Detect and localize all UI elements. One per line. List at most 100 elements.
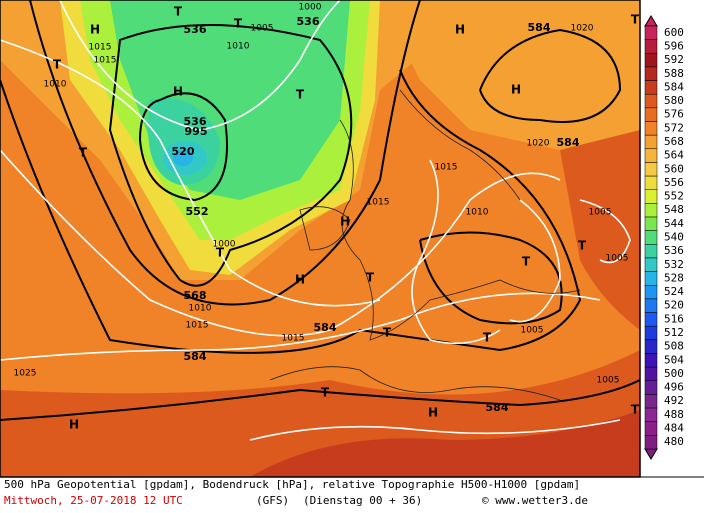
- colorbar-cell: [644, 216, 658, 231]
- map-label: 1025: [14, 369, 37, 379]
- colorbar-label: 532: [664, 258, 684, 271]
- colorbar-label: 560: [664, 162, 684, 175]
- map-label: H: [173, 85, 183, 99]
- colorbar-cell: [644, 189, 658, 204]
- map-label: 536: [297, 15, 320, 28]
- map-label: 1010: [466, 208, 489, 218]
- map-label: 1020: [527, 139, 550, 149]
- map-label: T: [522, 255, 531, 269]
- caption-run: (Dienstag 00 + 36): [303, 494, 422, 507]
- colorbar-cell: [644, 380, 658, 395]
- colorbar-cell: [644, 257, 658, 272]
- map-label: T: [631, 13, 640, 27]
- colorbar-cell: [644, 107, 658, 122]
- colorbar-label: 596: [664, 39, 684, 52]
- colorbar-cell: [644, 134, 658, 150]
- map-label: 1005: [251, 24, 274, 34]
- map-label: 1015: [367, 198, 390, 208]
- map-label: T: [578, 239, 587, 253]
- colorbar-cell: [644, 25, 658, 40]
- colorbar-label: 512: [664, 326, 684, 339]
- map-label: 1005: [597, 376, 620, 386]
- colorbar-cell: [644, 230, 658, 245]
- caption-line1: 500 hPa Geopotential [gpdam], Bodendruck…: [4, 478, 580, 491]
- map-label: 1010: [44, 80, 67, 90]
- map-label: 1015: [435, 163, 458, 173]
- map-label: 1000: [299, 3, 322, 13]
- colorbar-cell: [644, 66, 658, 81]
- colorbar-cell: [644, 175, 658, 190]
- colorbar-label: 480: [664, 435, 684, 448]
- colorbar-label: 516: [664, 312, 684, 325]
- map-label: 584: [557, 136, 580, 149]
- colorbar-cell: [644, 93, 658, 109]
- colorbar-cell: [644, 312, 658, 327]
- colorbar-label: 504: [664, 353, 684, 366]
- map-label: T: [321, 386, 330, 400]
- map-label: 1000: [213, 240, 236, 250]
- map-label: 568: [184, 289, 207, 302]
- colorbar-cell: [644, 285, 658, 300]
- map-label: 1015: [282, 334, 305, 344]
- colorbar-label: 584: [664, 80, 684, 93]
- map-label: 1015: [94, 56, 117, 66]
- map-label: 1005: [589, 208, 612, 218]
- map-label: 584: [314, 321, 337, 334]
- map-label: T: [79, 146, 88, 160]
- colorbar-label: 496: [664, 381, 684, 394]
- map-label: T: [53, 58, 62, 72]
- colorbar-cell: [644, 366, 658, 382]
- colorbar-label: 508: [664, 340, 684, 353]
- colorbar-label: 548: [664, 203, 684, 216]
- map-label: H: [90, 23, 100, 37]
- map-label: 1005: [606, 254, 629, 264]
- colorbar-cell: [644, 203, 658, 218]
- colorbar-label: 580: [664, 94, 684, 107]
- map-label: 584: [528, 21, 551, 34]
- colorbar-label: 552: [664, 190, 684, 203]
- colorbar-cell: [644, 407, 658, 422]
- caption-date: Mittwoch, 25-07-2018 12 UTC: [4, 494, 183, 507]
- map-label: T: [174, 5, 183, 19]
- map-label: H: [455, 23, 465, 37]
- colorbar-cell: [644, 148, 658, 163]
- map-label: 1015: [186, 321, 209, 331]
- colorbar-cell: [644, 325, 658, 341]
- map-label: H: [511, 83, 521, 97]
- colorbar-label: 588: [664, 67, 684, 80]
- map-label: 1010: [227, 42, 250, 52]
- map-label: 1005: [521, 326, 544, 336]
- colorbar-label: 540: [664, 231, 684, 244]
- map-label: T: [631, 403, 640, 417]
- colorbar-cell: [644, 53, 658, 68]
- colorbar-label: 576: [664, 108, 684, 121]
- colorbar-label: 484: [664, 422, 684, 435]
- map-label: 995: [185, 125, 208, 138]
- map-label: T: [216, 246, 225, 260]
- colorbar-cell: [644, 339, 658, 354]
- map-label: 536: [184, 23, 207, 36]
- map-label: 584: [184, 350, 207, 363]
- colorbar-arrow-top: [644, 15, 658, 27]
- colorbar-label: 520: [664, 299, 684, 312]
- colorbar-cell: [644, 394, 658, 409]
- map-label: T: [234, 17, 243, 31]
- colorbar-label: 600: [664, 26, 684, 39]
- caption-model: (GFS): [256, 494, 289, 507]
- colorbar-label: 592: [664, 53, 684, 66]
- map-label: 1010: [189, 304, 212, 314]
- colorbar-label: 536: [664, 244, 684, 257]
- colorbar-label: 544: [664, 217, 684, 230]
- colorbar-arrow-bottom: [644, 448, 658, 460]
- map-label: H: [69, 418, 79, 432]
- colorbar-cell: [644, 298, 658, 313]
- colorbar-label: 568: [664, 135, 684, 148]
- map-label: 552: [186, 205, 209, 218]
- colorbar-label: 492: [664, 394, 684, 407]
- colorbar-label: 564: [664, 149, 684, 162]
- map-label: H: [295, 273, 305, 287]
- map-label: 520: [172, 145, 195, 158]
- map-label: H: [340, 215, 350, 229]
- colorbar-label: 556: [664, 176, 684, 189]
